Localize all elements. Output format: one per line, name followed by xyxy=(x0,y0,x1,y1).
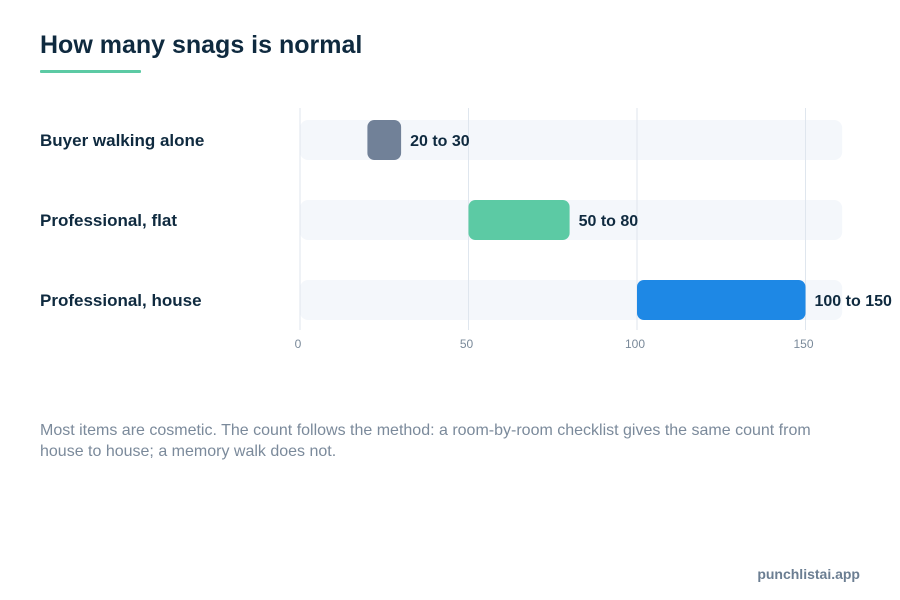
category-label: Professional, flat xyxy=(40,211,177,230)
bar-track xyxy=(300,200,843,240)
chart-title: How many snags is normal xyxy=(40,31,363,59)
range-bar xyxy=(637,280,806,320)
value-label: 50 to 80 xyxy=(579,213,639,230)
tick-label: 150 xyxy=(793,337,813,351)
tick-label: 0 xyxy=(295,337,302,351)
tick-label: 50 xyxy=(460,337,474,351)
tick-label: 100 xyxy=(625,337,645,351)
title-underline xyxy=(40,70,141,73)
bar-track xyxy=(300,120,843,160)
category-label: Buyer walking alone xyxy=(40,131,204,150)
category-label: Professional, house xyxy=(40,291,202,310)
range-bar xyxy=(367,120,402,160)
value-label: 20 to 30 xyxy=(410,133,470,150)
range-bar-chart: Buyer walking alone 20 to 30 Professional,… xyxy=(40,108,892,351)
footnote: Most items are cosmetic. The count follo… xyxy=(40,422,811,460)
range-bar xyxy=(468,200,570,240)
value-label: 100 to 150 xyxy=(815,293,892,310)
brand-link[interactable]: punchlistai.app xyxy=(757,566,860,582)
